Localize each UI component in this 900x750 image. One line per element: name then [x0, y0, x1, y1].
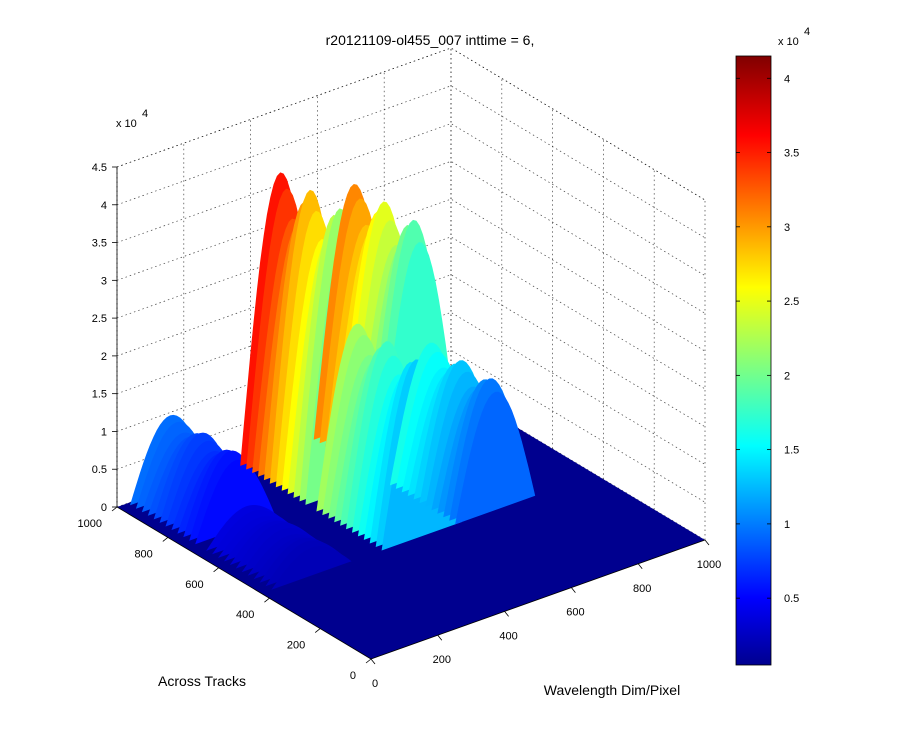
z-tick-label: 4.5	[92, 162, 107, 174]
colorbar-tick-label: 4	[784, 73, 790, 85]
y-tick	[162, 537, 169, 542]
surface-strip	[455, 391, 536, 525]
z-tick-label: 4	[101, 200, 107, 212]
y-tick-label: 400	[236, 609, 254, 621]
z-tick-label: 0.5	[92, 464, 107, 476]
colorbar	[735, 55, 772, 666]
z-tick-label: 1	[101, 426, 107, 438]
z-grid-line	[116, 47, 706, 201]
y-tick-label: 1000	[78, 518, 102, 530]
x-tick-label: 600	[566, 607, 584, 619]
axes-ticks: 0 0.5 1 1.5 2 2.5 3 3.5 4 4.5 0 200 400 600 800 1000 0 20…	[78, 162, 722, 690]
colorbar-ticks: 0.5 1 1.5 2 2.5 3 3.5 4	[736, 73, 799, 605]
y-tick-label: 200	[287, 640, 305, 652]
x-tick	[370, 658, 376, 665]
y-tick	[314, 628, 321, 633]
colorbar-tick-label: 2.5	[784, 296, 799, 308]
colorbar-tick-label: 1	[784, 519, 790, 531]
y-axis-label: Across Tracks	[158, 673, 246, 689]
x-axis-line	[370, 539, 706, 660]
top-frame	[116, 47, 706, 201]
x-tick	[704, 539, 710, 546]
x-tick-label: 800	[633, 583, 651, 595]
z-grid-line	[116, 160, 706, 314]
z-exponent-label: x 10	[116, 118, 137, 130]
y-tick-label: 800	[134, 548, 152, 560]
y-tick	[213, 567, 219, 573]
x-tick	[437, 634, 443, 641]
colorbar-tick-label: 3	[784, 222, 790, 234]
z-grid-line	[116, 198, 706, 352]
y-tick-label: 600	[185, 579, 203, 591]
colorbar-exponent-label: x 10	[778, 36, 799, 48]
x-tick-label: 200	[433, 654, 451, 666]
z-tick-label: 2.5	[92, 313, 107, 325]
colorbar-tick-label: 1.5	[784, 445, 799, 457]
colorbar-tick-label: 3.5	[784, 148, 799, 160]
y-tick	[111, 506, 118, 512]
y-tick-label: 0	[350, 670, 356, 682]
z-grid-line	[116, 274, 706, 428]
z-grid-line	[116, 123, 706, 276]
colorbar-exponent-power: 4	[804, 26, 810, 38]
y-tick	[365, 658, 372, 664]
y-axis-line	[116, 506, 372, 660]
x-tick-label: 0	[372, 678, 378, 690]
x-tick-label: 400	[499, 630, 517, 642]
surface-plot	[130, 172, 536, 590]
z-tick-label: 2	[101, 351, 107, 363]
z-grid-line	[116, 236, 706, 390]
z-grid-line	[116, 85, 706, 239]
z-tick-label: 3.5	[92, 238, 107, 250]
x-tick	[637, 563, 643, 570]
chart-title: r20121109-ol455_007 inttime = 6,	[326, 32, 535, 48]
z-grid-line	[116, 312, 706, 465]
surface-strip	[271, 546, 352, 590]
x-axis-label: Wavelength Dim/Pixel	[544, 682, 680, 698]
x-tick	[504, 611, 509, 617]
surface-strip	[195, 459, 276, 545]
x-tick	[571, 587, 576, 593]
z-grid-line	[116, 349, 706, 503]
z-tick-label: 1.5	[92, 389, 107, 401]
y-tick	[264, 597, 270, 603]
z-exponent-power: 4	[142, 108, 148, 120]
colorbar-tick-label: 0.5	[784, 593, 799, 605]
x-tick-label: 1000	[697, 559, 721, 571]
colorbar-tick-label: 2	[784, 370, 790, 382]
z-tick-label: 3	[101, 275, 107, 287]
z-tick-label: 0	[101, 502, 107, 514]
